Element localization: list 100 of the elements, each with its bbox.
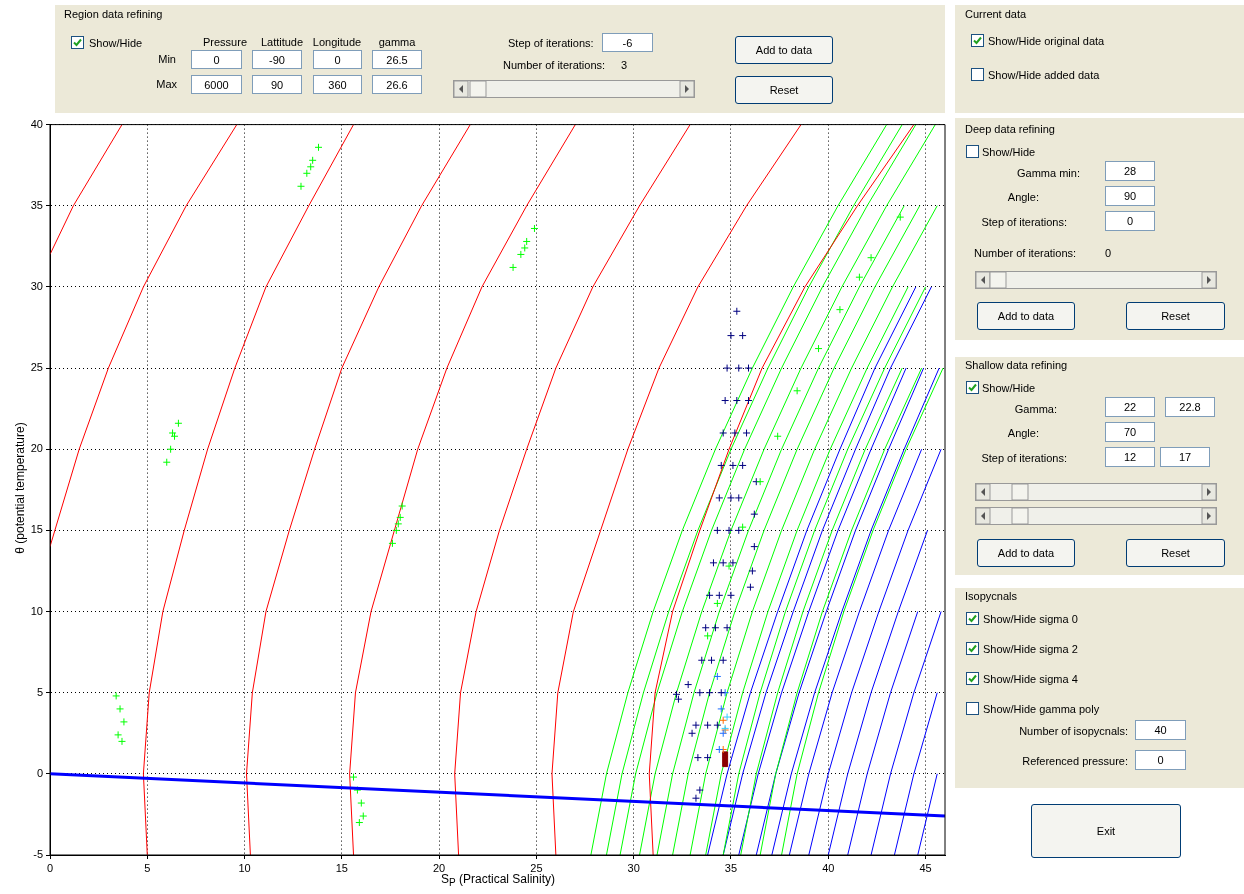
text: 0 [1105, 247, 1112, 260]
text: Reset [1126, 539, 1225, 567]
text: Shallow data refining [965, 359, 1068, 372]
x-tick-label: 45 [919, 861, 932, 874]
y-tick-label: 5 [36, 685, 43, 698]
text: -90 [252, 50, 302, 69]
text: 12 [1105, 447, 1155, 467]
point [750, 542, 759, 551]
text: Min [158, 53, 176, 66]
point [732, 396, 741, 405]
point [867, 253, 876, 262]
text: Reset [1126, 302, 1225, 330]
point [162, 458, 171, 467]
text: 17 [1160, 447, 1210, 467]
text: Show/Hide sigma 0 [983, 613, 1078, 626]
point [697, 656, 706, 665]
text: Current data [965, 8, 1027, 21]
point [715, 745, 724, 754]
text: -6 [602, 33, 653, 52]
point [717, 461, 726, 470]
point [684, 680, 693, 689]
text: 90 [252, 75, 302, 94]
text: Show/Hide original data [988, 35, 1105, 48]
text: 40 [1135, 720, 1186, 740]
text: Number of isopycnals: [1019, 725, 1128, 738]
point [722, 761, 729, 768]
text: Show/Hide [982, 146, 1036, 159]
point [719, 428, 728, 437]
point [721, 688, 730, 697]
text: Gamma: [1014, 403, 1057, 416]
text: Step of iterations: [981, 452, 1067, 465]
text: Show/Hide [982, 382, 1036, 395]
y-axis-title: θ (potential temperature) [13, 422, 27, 554]
point [516, 250, 525, 259]
text: Number of iterations: [974, 247, 1077, 260]
point [725, 562, 734, 571]
point [114, 730, 123, 739]
point [728, 558, 737, 567]
point [728, 461, 737, 470]
point [734, 526, 743, 535]
point [306, 162, 315, 171]
point [738, 523, 747, 532]
point [717, 704, 726, 713]
text: Add to data [977, 539, 1075, 567]
y-tick-label: 0 [36, 766, 43, 779]
text: Add to data [977, 302, 1075, 330]
point [695, 688, 704, 697]
text: 90 [1105, 186, 1155, 206]
text: 0 [1105, 211, 1155, 231]
point [349, 773, 358, 782]
text: Max [156, 78, 177, 91]
text: Add to data [735, 36, 833, 64]
point [701, 623, 710, 632]
x-tick-label: 5 [144, 861, 151, 874]
x-tick-label: 30 [627, 861, 640, 874]
point [119, 717, 128, 726]
y-tick-label: 30 [30, 279, 43, 292]
point [166, 445, 175, 454]
text: 0 [191, 50, 242, 69]
point [703, 721, 712, 730]
point [705, 688, 714, 697]
point [738, 461, 747, 470]
x-tick-label: 10 [238, 861, 251, 874]
point [715, 591, 724, 600]
x-tick-label: 20 [433, 861, 446, 874]
point [394, 519, 403, 528]
text: 3 [621, 59, 628, 72]
y-tick-label: 20 [30, 442, 43, 455]
point [396, 513, 405, 522]
point [174, 419, 183, 428]
text: Reset [735, 76, 833, 104]
point [713, 526, 722, 535]
text: 360 [313, 75, 362, 94]
x-tick-label: 0 [46, 861, 54, 874]
point [302, 169, 311, 178]
point [734, 493, 743, 502]
y-tick-label: 25 [30, 361, 43, 374]
text: 28 [1105, 161, 1155, 181]
point [855, 273, 864, 282]
point [703, 753, 712, 762]
text: Referenced pressure: [1022, 755, 1128, 768]
point [359, 812, 368, 821]
text: Angle: [1007, 191, 1039, 204]
point [398, 502, 407, 511]
point [723, 364, 732, 373]
point [715, 493, 724, 502]
point [742, 428, 751, 437]
text: 26.6 [372, 75, 422, 94]
text: 70 [1105, 422, 1155, 442]
point [705, 591, 714, 600]
text: 22 [1105, 397, 1155, 417]
point [726, 331, 735, 340]
point [730, 428, 739, 437]
text: Step of iterations: [508, 37, 594, 50]
text: 0 [313, 50, 362, 69]
text: gamma [378, 36, 416, 49]
y-tick-label: 10 [30, 604, 43, 617]
point [509, 263, 518, 272]
y-tick-label: 35 [30, 198, 43, 211]
point [388, 539, 397, 548]
